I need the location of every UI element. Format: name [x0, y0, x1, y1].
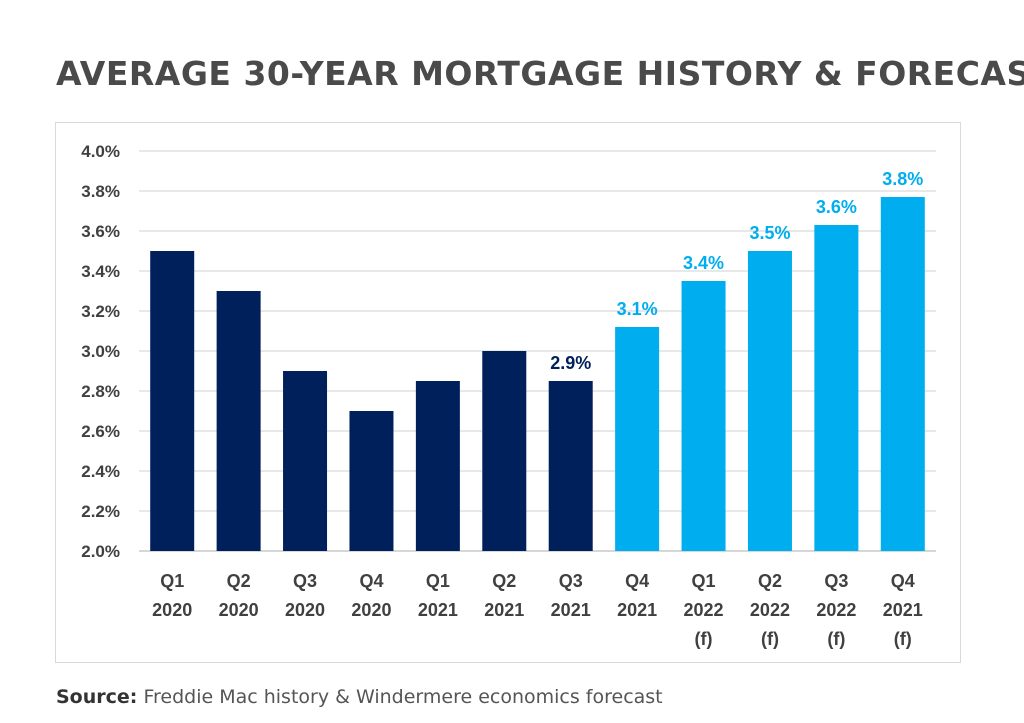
y-tick-label: 3.2%: [81, 302, 120, 321]
data-label: 2.9%: [550, 353, 591, 373]
y-tick-label: 4.0%: [81, 142, 120, 161]
data-label: 3.4%: [683, 253, 724, 273]
x-tick-label: Q3: [824, 571, 848, 591]
x-tick-label: Q1: [692, 571, 716, 591]
bar: [548, 381, 593, 551]
x-tick-label: (f): [894, 629, 912, 649]
bar: [814, 225, 859, 551]
data-label: 3.1%: [617, 299, 658, 319]
x-tick-label: Q3: [559, 571, 583, 591]
x-tick-label: Q3: [293, 571, 317, 591]
y-tick-label: 3.8%: [81, 182, 120, 201]
x-tick-label: 2021: [617, 600, 657, 620]
source-note: Source: Freddie Mac history & Windermere…: [56, 686, 663, 708]
y-tick-label: 3.0%: [81, 342, 120, 361]
data-labels: 2.9% 3.1% 3.4% 3.5% 3.6% 3.8%: [550, 169, 923, 373]
x-tick-label: 2021: [484, 600, 524, 620]
y-tick-label: 2.0%: [81, 542, 120, 561]
gridlines: [139, 150, 936, 552]
bar: [216, 291, 261, 551]
bar: [482, 351, 527, 551]
x-tick-label: Q1: [426, 571, 450, 591]
x-tick-label: Q4: [891, 571, 915, 591]
x-tick-label: 2020: [152, 600, 192, 620]
x-tick-label: 2022: [750, 600, 790, 620]
chart-title: AVERAGE 30-YEAR MORTGAGE HISTORY & FOREC…: [56, 54, 1024, 93]
x-tick-label: 2020: [285, 600, 325, 620]
x-tick-label: Q4: [359, 571, 383, 591]
x-tick-label: 2022: [684, 600, 724, 620]
bar: [150, 251, 195, 551]
x-tick-label: Q2: [758, 571, 782, 591]
source-text: Freddie Mac history & Windermere economi…: [143, 686, 663, 708]
x-tick-label: 2021: [551, 600, 591, 620]
bar: [747, 251, 792, 551]
x-tick-label: 2021: [883, 600, 923, 620]
y-tick-label: 2.8%: [81, 382, 120, 401]
x-tick-label: 2020: [219, 600, 259, 620]
x-tick-label: (f): [827, 629, 845, 649]
x-tick-label: Q2: [227, 571, 251, 591]
x-tick-label: Q2: [492, 571, 516, 591]
bar: [615, 327, 660, 551]
data-label: 3.5%: [749, 223, 790, 243]
chart-frame: 2.0% 2.2% 2.4% 2.6% 2.8% 3.0% 3.2% 3.4% 3.6% 3.8%…: [55, 122, 961, 663]
y-tick-label: 2.2%: [81, 502, 120, 521]
data-label: 3.6%: [816, 197, 857, 217]
x-tick-label: (f): [761, 629, 779, 649]
x-tick-label: Q1: [160, 571, 184, 591]
y-tick-label: 2.4%: [81, 462, 120, 481]
bar-chart: 2.0% 2.2% 2.4% 2.6% 2.8% 3.0% 3.2% 3.4% 3.6% 3.8%…: [81, 142, 936, 649]
x-tick-label: Q4: [625, 571, 649, 591]
x-tick-label: 2022: [816, 600, 856, 620]
bars: [150, 197, 925, 551]
x-axis-ticks: Q1 2020 Q2 2020 Q3 2020 Q4 2020 Q1 2021 Q2 2021 Q3 20…: [152, 571, 923, 649]
bar: [415, 381, 460, 551]
data-label: 3.8%: [882, 169, 923, 189]
bar: [283, 371, 328, 551]
x-tick-label: 2020: [351, 600, 391, 620]
source-label: Source:: [56, 686, 138, 708]
bar: [880, 197, 925, 551]
y-tick-label: 3.4%: [81, 262, 120, 281]
y-axis-ticks: 2.0% 2.2% 2.4% 2.6% 2.8% 3.0% 3.2% 3.4% 3.6% 3.8%…: [81, 142, 120, 561]
bar: [349, 411, 394, 551]
x-tick-label: (f): [695, 629, 713, 649]
bar: [681, 281, 726, 551]
y-tick-label: 3.6%: [81, 222, 120, 241]
y-tick-label: 2.6%: [81, 422, 120, 441]
x-tick-label: 2021: [418, 600, 458, 620]
